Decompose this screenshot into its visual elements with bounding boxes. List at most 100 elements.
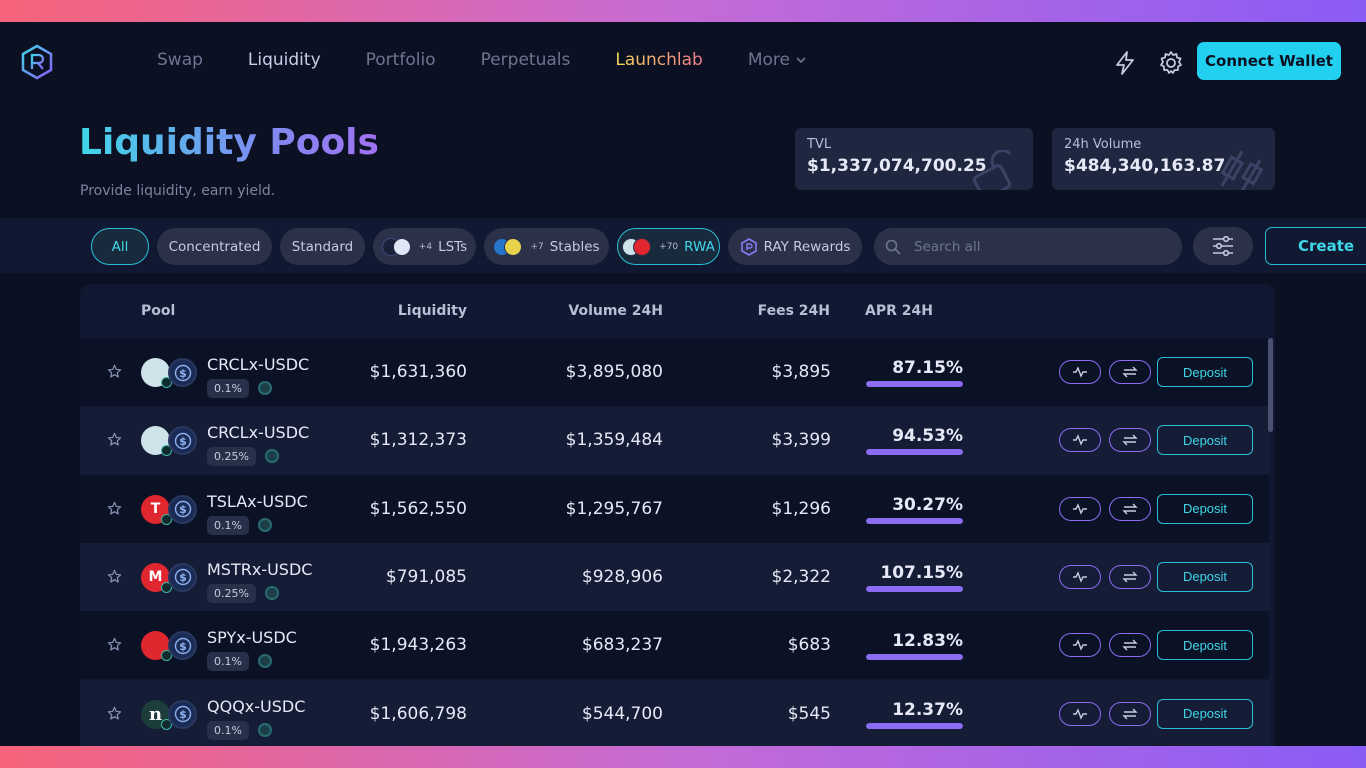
apr-cell[interactable]: 94.53% — [866, 426, 963, 456]
apr-bar-fill — [866, 722, 963, 729]
volume-value: $1,295,767 — [565, 498, 663, 519]
candlestick-icon — [1220, 150, 1264, 190]
apr-value: 12.37% — [892, 699, 963, 720]
header-pool[interactable]: Pool — [141, 303, 176, 319]
fees-value: $3,895 — [771, 362, 831, 382]
chart-button[interactable] — [1059, 360, 1101, 384]
nav-menu: Swap Liquidity Portfolio Perpetuals Laun… — [157, 50, 851, 70]
rwa-more-count: +70 — [659, 241, 679, 252]
filter-lsts[interactable]: +4 LSTs — [373, 228, 476, 265]
filter-concentrated-label: Concentrated — [168, 238, 261, 255]
usdc-icon: $ — [168, 426, 197, 456]
pool-name[interactable]: CRCLx-USDC — [207, 423, 310, 443]
table-row[interactable]: $ CRCLx-USDC 0.25% $1,312,373 $1,359,484… — [80, 406, 1269, 475]
header-fees[interactable]: Fees 24H — [757, 303, 830, 319]
nav-perpetuals[interactable]: Perpetuals — [480, 50, 571, 70]
connect-wallet-button[interactable]: Connect Wallet — [1197, 42, 1341, 80]
lst-tokens-icon — [381, 237, 411, 256]
chart-button[interactable] — [1059, 428, 1101, 453]
apr-cell[interactable]: 12.83% — [866, 631, 963, 661]
table-row[interactable]: $ SPYx-USDC 0.1% $1,943,263 $683,237 $68… — [80, 611, 1269, 680]
crcl-icon — [141, 426, 172, 457]
pair-icons: M $ — [141, 562, 199, 593]
filter-settings-button[interactable] — [1193, 227, 1253, 265]
table-scrollbar[interactable] — [1268, 338, 1273, 432]
nav-launchlab[interactable]: Launchlab — [615, 50, 703, 70]
apr-bar-fill — [866, 654, 963, 661]
deposit-button[interactable]: Deposit — [1157, 357, 1253, 387]
apr-cell[interactable]: 30.27% — [866, 495, 963, 524]
apr-cell[interactable]: 107.15% — [866, 563, 963, 592]
deposit-button[interactable]: Deposit — [1157, 493, 1253, 524]
search-input[interactable] — [914, 238, 1164, 255]
star-icon[interactable] — [107, 432, 122, 447]
apr-cell[interactable]: 12.37% — [866, 700, 963, 729]
filter-ray-rewards-label: RAY Rewards — [763, 238, 851, 255]
raydium-logo-icon[interactable] — [20, 44, 54, 80]
filter-all[interactable]: All — [91, 228, 149, 265]
swap-button[interactable] — [1109, 428, 1151, 453]
qqq-icon: n — [141, 699, 172, 730]
clmm-icon — [258, 654, 272, 669]
pool-name[interactable]: TSLAx-USDC — [207, 491, 308, 511]
swap-button[interactable] — [1109, 564, 1151, 589]
pools-table: Pool Liquidity Volume 24H Fees 24H APR 2… — [80, 284, 1275, 754]
deposit-button[interactable]: Deposit — [1157, 425, 1253, 456]
filter-concentrated[interactable]: Concentrated — [157, 228, 272, 265]
table-row[interactable]: n $ QQQx-USDC 0.1% $1,606,798 $544,700 $… — [80, 679, 1269, 748]
tvl-label: TVL — [807, 137, 832, 152]
liquidity-value: $1,606,798 — [369, 703, 467, 724]
table-row[interactable]: $ CRCLx-USDC 0.1% $1,631,360 $3,895,080 … — [80, 338, 1269, 406]
apr-bar — [866, 381, 963, 387]
usdc-icon: $ — [168, 494, 197, 524]
header-volume[interactable]: Volume 24H — [568, 303, 663, 319]
filter-ray-rewards[interactable]: RAY Rewards — [728, 228, 862, 265]
chart-button[interactable] — [1059, 564, 1101, 589]
nav-liquidity[interactable]: Liquidity — [247, 50, 321, 70]
star-icon[interactable] — [107, 501, 122, 516]
sliders-icon — [1213, 235, 1233, 257]
deposit-button[interactable]: Deposit — [1157, 698, 1253, 729]
header-apr[interactable]: APR 24H — [865, 303, 933, 319]
nav-swap[interactable]: Swap — [157, 50, 203, 70]
star-icon[interactable] — [107, 569, 122, 584]
swap-button[interactable] — [1109, 701, 1151, 726]
apr-bar-fill — [866, 517, 963, 524]
star-icon[interactable] — [107, 364, 122, 379]
chart-button[interactable] — [1059, 701, 1101, 726]
chart-button[interactable] — [1059, 633, 1101, 658]
pool-name[interactable]: CRCLx-USDC — [207, 355, 310, 374]
liquidity-value: $1,312,373 — [369, 430, 467, 451]
apr-value: 94.53% — [892, 426, 963, 447]
swap-button[interactable] — [1109, 633, 1151, 658]
pool-name[interactable]: QQQx-USDC — [207, 696, 306, 716]
pulse-icon — [1073, 639, 1087, 651]
star-icon[interactable] — [107, 637, 122, 652]
swap-arrows-icon — [1122, 503, 1138, 515]
filter-stables[interactable]: +7 Stables — [484, 228, 609, 265]
create-pool-button[interactable]: Create — [1265, 227, 1366, 265]
deposit-button[interactable]: Deposit — [1157, 630, 1253, 661]
gear-icon[interactable] — [1157, 49, 1185, 77]
apr-cell[interactable]: 87.15% — [866, 358, 963, 387]
swap-button[interactable] — [1109, 360, 1151, 384]
table-row[interactable]: T $ TSLAx-USDC 0.1% $1,562,550 $1,295,76… — [80, 474, 1269, 543]
volume-card: 24h Volume $484,340,163.87 — [1052, 128, 1275, 190]
nav-more[interactable]: More — [748, 50, 806, 70]
star-icon[interactable] — [107, 706, 122, 721]
nav-portfolio[interactable]: Portfolio — [365, 50, 436, 70]
filter-standard[interactable]: Standard — [280, 228, 365, 265]
deposit-button[interactable]: Deposit — [1157, 561, 1253, 592]
pool-name[interactable]: MSTRx-USDC — [207, 559, 313, 579]
header-liquidity[interactable]: Liquidity — [397, 303, 467, 319]
chart-button[interactable] — [1059, 496, 1101, 521]
svg-text:$: $ — [179, 435, 187, 448]
pair-icons: $ — [141, 631, 199, 662]
table-row[interactable]: M $ MSTRx-USDC 0.25% $791,085 $928,906 $… — [80, 542, 1269, 611]
swap-button[interactable] — [1109, 496, 1151, 521]
filter-rwa[interactable]: +70 RWA — [617, 228, 720, 265]
bolt-icon[interactable] — [1112, 50, 1138, 76]
pool-name[interactable]: SPYx-USDC — [207, 628, 297, 648]
nav-more-label: More — [747, 50, 791, 70]
apr-value: 30.27% — [892, 494, 963, 515]
